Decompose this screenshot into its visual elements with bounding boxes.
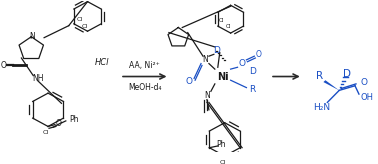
Text: Cl: Cl (82, 24, 88, 29)
Text: O: O (1, 61, 6, 70)
Text: D: D (213, 46, 220, 55)
Text: MeOH-d₄: MeOH-d₄ (128, 83, 161, 92)
Text: Cl: Cl (220, 160, 226, 164)
Text: Cl: Cl (226, 24, 231, 29)
Text: Cl: Cl (77, 17, 83, 22)
Text: O: O (361, 79, 368, 87)
Text: Ph: Ph (217, 140, 226, 149)
Text: Ph: Ph (69, 114, 79, 123)
Text: OH: OH (361, 93, 374, 102)
Text: H₂N: H₂N (313, 102, 330, 112)
Text: O: O (255, 50, 261, 59)
Text: Cl: Cl (219, 18, 225, 23)
Text: D: D (343, 69, 351, 79)
Text: R: R (316, 71, 323, 81)
Text: R: R (249, 85, 256, 94)
Text: Cl: Cl (43, 130, 49, 135)
Polygon shape (324, 80, 339, 90)
Text: O: O (239, 59, 246, 68)
Text: HCl: HCl (95, 58, 110, 67)
Text: NH: NH (33, 74, 44, 83)
Text: O: O (56, 119, 62, 128)
Text: N: N (204, 91, 210, 100)
Text: O: O (186, 77, 193, 86)
Text: Ni: Ni (217, 72, 229, 82)
Text: N: N (202, 55, 208, 64)
Text: AA, Ni²⁺: AA, Ni²⁺ (129, 61, 160, 70)
Text: N: N (29, 32, 35, 41)
Text: D: D (249, 67, 256, 76)
